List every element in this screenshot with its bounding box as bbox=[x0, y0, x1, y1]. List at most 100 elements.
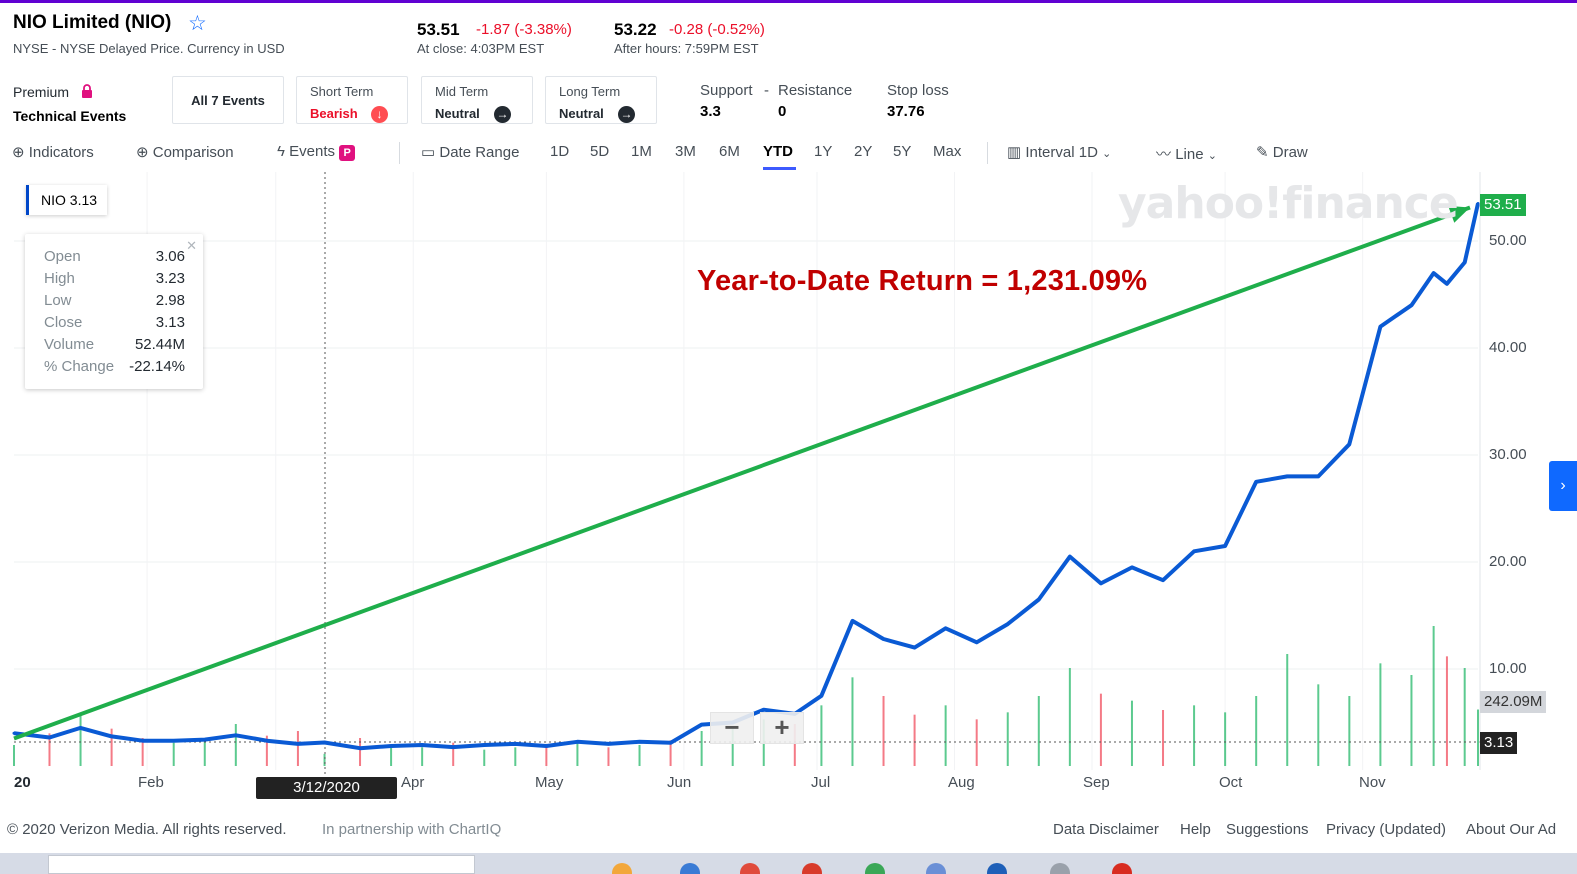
volume-bar bbox=[1477, 709, 1479, 766]
volume-bar bbox=[975, 719, 978, 766]
support-label: Support bbox=[700, 82, 753, 99]
range-1y[interactable]: 1Y bbox=[814, 143, 833, 160]
indicators-label: Indicators bbox=[28, 144, 94, 161]
crosshair-price-badge: 3.13 bbox=[1480, 732, 1518, 754]
mid-term-card[interactable]: Mid Term Neutral → bbox=[421, 76, 533, 124]
volume-bar bbox=[1432, 626, 1435, 766]
premium-p-icon: P bbox=[339, 145, 356, 161]
mid-term-value: Neutral bbox=[435, 106, 480, 121]
tooltip-row: Close 3.13 bbox=[44, 314, 185, 336]
taskbar-app-icon[interactable] bbox=[740, 863, 760, 874]
volume-bar bbox=[1445, 656, 1448, 766]
price-point bbox=[1463, 260, 1467, 264]
after-hours-time: After hours: 7:59PM EST bbox=[614, 41, 759, 56]
volume-bar bbox=[1162, 710, 1165, 766]
volume-bar bbox=[359, 738, 362, 766]
mid-term-label: Mid Term bbox=[435, 84, 489, 99]
price-point bbox=[1285, 474, 1289, 478]
price-point bbox=[12, 731, 16, 735]
watchlist-star-icon[interactable]: ☆ bbox=[188, 12, 207, 35]
volume-bar bbox=[851, 677, 854, 766]
y-tick-label: 10.00 bbox=[1489, 660, 1527, 677]
tooltip-row: Volume 52.44M bbox=[44, 336, 185, 358]
line-chart-icon: 〰 bbox=[1156, 146, 1172, 163]
price-point bbox=[669, 741, 673, 745]
taskbar-app-icon[interactable] bbox=[1050, 863, 1070, 874]
volume-bar bbox=[944, 705, 947, 766]
range-max[interactable]: Max bbox=[933, 143, 962, 160]
taskbar-app-icon[interactable] bbox=[987, 863, 1007, 874]
range-1m[interactable]: 1M bbox=[631, 143, 652, 160]
price-point bbox=[1161, 578, 1165, 582]
tooltip-row: % Change -22.14% bbox=[44, 358, 185, 380]
price-point bbox=[389, 744, 393, 748]
taskbar-app-icon[interactable] bbox=[680, 863, 700, 874]
comparison-button[interactable]: ⊕ Comparison bbox=[136, 143, 234, 161]
zoom-in-button[interactable]: + bbox=[760, 712, 804, 744]
price-point bbox=[234, 733, 238, 737]
footer-link-help[interactable]: Help bbox=[1180, 821, 1211, 838]
footer-link-disclaimer[interactable]: Data Disclaimer bbox=[1053, 821, 1159, 838]
range-2y[interactable]: 2Y bbox=[854, 143, 873, 160]
volume-bar bbox=[421, 747, 424, 766]
close-icon[interactable]: ✕ bbox=[186, 238, 197, 253]
price-point bbox=[172, 739, 176, 743]
interval-dropdown[interactable]: ▥ Interval 1D ⌄ bbox=[1007, 143, 1111, 161]
short-term-card[interactable]: Short Term Bearish ↓ bbox=[296, 76, 408, 124]
draw-label: Draw bbox=[1272, 144, 1308, 161]
price-point bbox=[1068, 555, 1072, 559]
indicators-button[interactable]: ⊕ Indicators bbox=[12, 143, 94, 161]
range-5d[interactable]: 5D bbox=[590, 143, 610, 160]
zoom-out-button[interactable]: − bbox=[710, 712, 754, 744]
taskbar-app-icon[interactable] bbox=[802, 863, 822, 874]
taskbar-app-icon[interactable] bbox=[612, 863, 632, 874]
tooltip-label: % Change bbox=[44, 358, 115, 375]
price-point bbox=[265, 739, 269, 743]
all-events-button[interactable]: All 7 Events bbox=[172, 76, 284, 124]
copyright-text: © 2020 Verizon Media. All rights reserve… bbox=[7, 821, 287, 838]
volume-bar bbox=[731, 726, 734, 766]
tooltip-row: Open 3.06 bbox=[44, 248, 185, 270]
series-legend[interactable]: NIO 3.13 bbox=[26, 185, 108, 215]
price-point bbox=[358, 746, 362, 750]
events-button[interactable]: ϟ Events P bbox=[277, 143, 356, 161]
price-point bbox=[850, 619, 854, 623]
volume-bar bbox=[13, 745, 15, 766]
volume-bar bbox=[390, 745, 393, 766]
taskbar-app-icon[interactable] bbox=[865, 863, 885, 874]
taskbar-search-field[interactable] bbox=[48, 855, 475, 874]
volume-bar bbox=[452, 742, 455, 766]
range-6m[interactable]: 6M bbox=[719, 143, 740, 160]
lock-icon bbox=[81, 84, 93, 103]
price-point bbox=[79, 726, 83, 730]
taskbar-app-icon[interactable] bbox=[1112, 863, 1132, 874]
footer-link-about-ads[interactable]: About Our Ad bbox=[1466, 821, 1557, 838]
draw-button[interactable]: ✎ Draw bbox=[1256, 143, 1308, 161]
volume-bar bbox=[1193, 705, 1196, 766]
range-ytd[interactable]: YTD bbox=[763, 143, 793, 160]
taskbar-app-icon[interactable] bbox=[926, 863, 946, 874]
tooltip-value: 3.23 bbox=[155, 270, 185, 287]
tooltip-label: High bbox=[44, 270, 75, 287]
volume-bar bbox=[1410, 675, 1413, 766]
footer-link-privacy[interactable]: Privacy (Updated) bbox=[1326, 821, 1447, 838]
volume-bar bbox=[296, 731, 299, 766]
long-term-card[interactable]: Long Term Neutral → bbox=[545, 76, 657, 124]
range-1d[interactable]: 1D bbox=[550, 143, 570, 160]
ohlc-tooltip: ✕ Open 3.06 High 3.23 Low 2.98 Close 3.13 Vo… bbox=[25, 234, 203, 389]
resistance-value: 0 bbox=[778, 103, 787, 120]
footer-link-suggestions[interactable]: Suggestions bbox=[1226, 821, 1309, 838]
date-range-button[interactable]: ▭ Date Range bbox=[421, 143, 519, 161]
volume-bar bbox=[323, 753, 326, 766]
toolbar-divider bbox=[987, 142, 988, 164]
technical-events-label: Technical Events bbox=[13, 108, 127, 124]
short-term-label: Short Term bbox=[310, 84, 374, 99]
volume-bar bbox=[1379, 663, 1382, 766]
long-term-value: Neutral bbox=[559, 106, 604, 121]
volume-bar bbox=[638, 745, 641, 766]
range-5y[interactable]: 5Y bbox=[893, 143, 912, 160]
price-point bbox=[451, 745, 455, 749]
expand-panel-chevron-icon[interactable]: › bbox=[1549, 461, 1577, 511]
range-3m[interactable]: 3M bbox=[675, 143, 696, 160]
chart-type-dropdown[interactable]: 〰 Line ⌄ bbox=[1156, 143, 1217, 164]
